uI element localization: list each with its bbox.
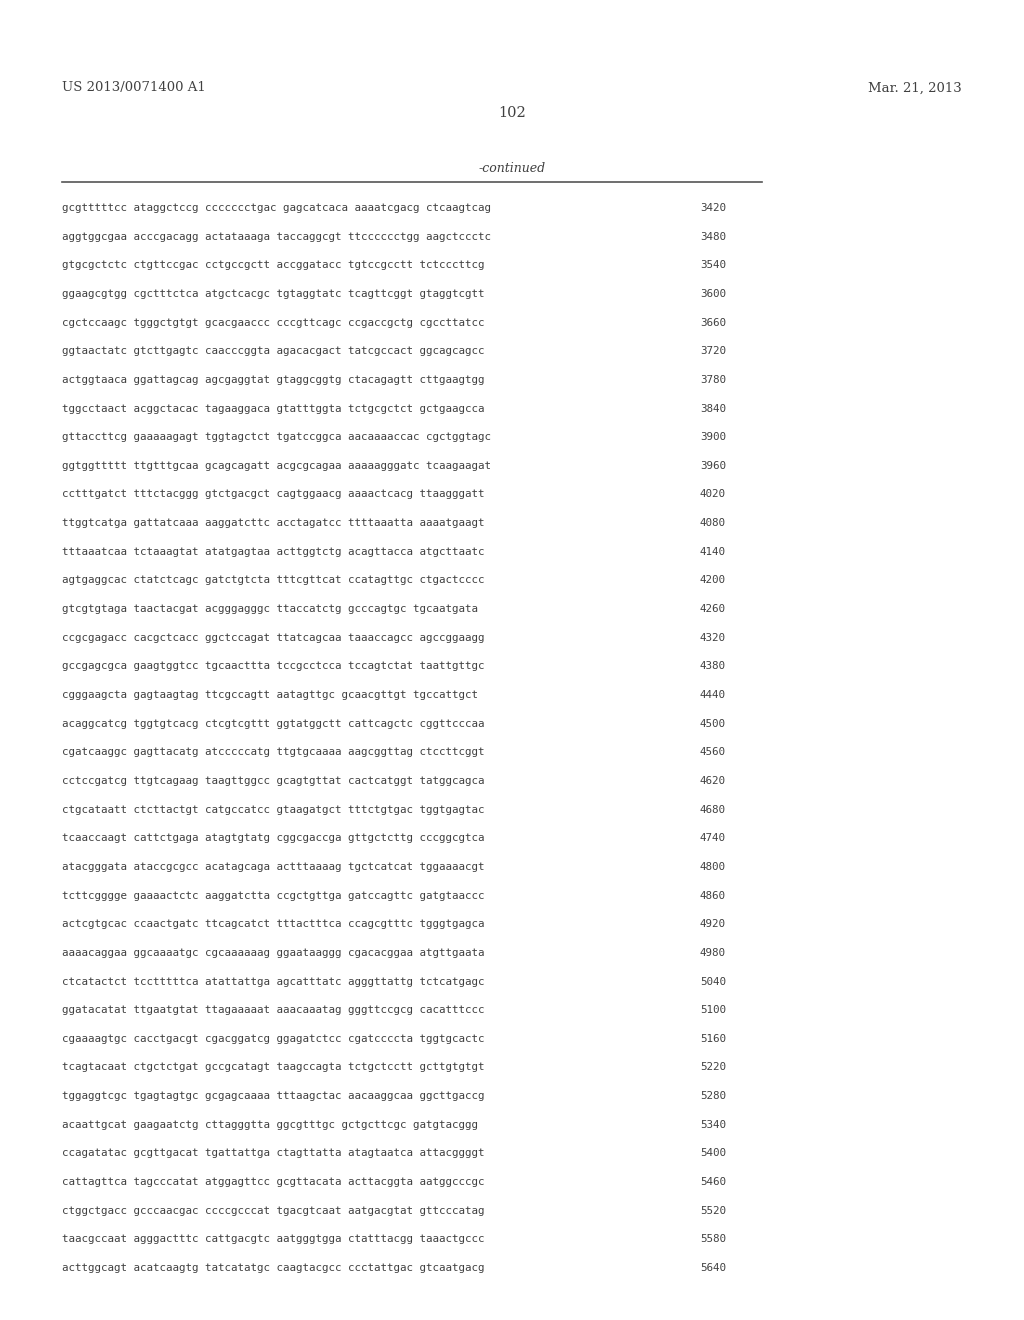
Text: ggtaactatc gtcttgagtc caacccggta agacacgact tatcgccact ggcagcagcc: ggtaactatc gtcttgagtc caacccggta agacacg…	[62, 346, 484, 356]
Text: gccgagcgca gaagtggtcc tgcaacttta tccgcctcca tccagtctat taattgttgc: gccgagcgca gaagtggtcc tgcaacttta tccgcct…	[62, 661, 484, 672]
Text: 3840: 3840	[700, 404, 726, 413]
Text: tggaggtcgc tgagtagtgc gcgagcaaaa tttaagctac aacaaggcaa ggcttgaccg: tggaggtcgc tgagtagtgc gcgagcaaaa tttaagc…	[62, 1092, 484, 1101]
Text: ggatacatat ttgaatgtat ttagaaaaat aaacaaatag gggttccgcg cacatttccc: ggatacatat ttgaatgtat ttagaaaaat aaacaaa…	[62, 1005, 484, 1015]
Text: agtgaggcac ctatctcagc gatctgtcta tttcgttcat ccatagttgc ctgactcccc: agtgaggcac ctatctcagc gatctgtcta tttcgtt…	[62, 576, 484, 586]
Text: 4020: 4020	[700, 490, 726, 499]
Text: 4860: 4860	[700, 891, 726, 900]
Text: actcgtgcac ccaactgatc ttcagcatct tttactttca ccagcgtttc tgggtgagca: actcgtgcac ccaactgatc ttcagcatct tttactt…	[62, 919, 484, 929]
Text: acaattgcat gaagaatctg cttagggtta ggcgtttgc gctgcttcgc gatgtacggg: acaattgcat gaagaatctg cttagggtta ggcgttt…	[62, 1119, 478, 1130]
Text: 4560: 4560	[700, 747, 726, 758]
Text: 3960: 3960	[700, 461, 726, 471]
Text: 5280: 5280	[700, 1092, 726, 1101]
Text: ccagatatac gcgttgacat tgattattga ctagttatta atagtaatca attacggggt: ccagatatac gcgttgacat tgattattga ctagtta…	[62, 1148, 484, 1159]
Text: atacgggata ataccgcgcc acatagcaga actttaaaag tgctcatcat tggaaaacgt: atacgggata ataccgcgcc acatagcaga actttaa…	[62, 862, 484, 873]
Text: 4920: 4920	[700, 919, 726, 929]
Text: 4080: 4080	[700, 519, 726, 528]
Text: ctggctgacc gcccaacgac ccccgcccat tgacgtcaat aatgacgtat gttcccatag: ctggctgacc gcccaacgac ccccgcccat tgacgtc…	[62, 1205, 484, 1216]
Text: tggcctaact acggctacac tagaaggaca gtatttggta tctgcgctct gctgaagcca: tggcctaact acggctacac tagaaggaca gtatttg…	[62, 404, 484, 413]
Text: tcaaccaagt cattctgaga atagtgtatg cggcgaccga gttgctcttg cccggcgtca: tcaaccaagt cattctgaga atagtgtatg cggcgac…	[62, 833, 484, 843]
Text: cgggaagcta gagtaagtag ttcgccagtt aatagttgc gcaacgttgt tgccattgct: cgggaagcta gagtaagtag ttcgccagtt aatagtt…	[62, 690, 478, 700]
Text: 4620: 4620	[700, 776, 726, 785]
Text: gtgcgctctc ctgttccgac cctgccgctt accggatacc tgtccgcctt tctcccttcg: gtgcgctctc ctgttccgac cctgccgctt accggat…	[62, 260, 484, 271]
Text: 3660: 3660	[700, 318, 726, 327]
Text: tttaaatcaa tctaaagtat atatgagtaa acttggtctg acagttacca atgcttaatc: tttaaatcaa tctaaagtat atatgagtaa acttggt…	[62, 546, 484, 557]
Text: 3720: 3720	[700, 346, 726, 356]
Text: 5160: 5160	[700, 1034, 726, 1044]
Text: 5580: 5580	[700, 1234, 726, 1245]
Text: 5100: 5100	[700, 1005, 726, 1015]
Text: gtcgtgtaga taactacgat acgggagggc ttaccatctg gcccagtgc tgcaatgata: gtcgtgtaga taactacgat acgggagggc ttaccat…	[62, 605, 478, 614]
Text: 5520: 5520	[700, 1205, 726, 1216]
Text: gttaccttcg gaaaaagagt tggtagctct tgatccggca aacaaaaccac cgctggtagc: gttaccttcg gaaaaagagt tggtagctct tgatccg…	[62, 432, 490, 442]
Text: ttggtcatga gattatcaaa aaggatcttc acctagatcc ttttaaatta aaaatgaagt: ttggtcatga gattatcaaa aaggatcttc acctaga…	[62, 519, 484, 528]
Text: tcagtacaat ctgctctgat gccgcatagt taagccagta tctgctcctt gcttgtgtgt: tcagtacaat ctgctctgat gccgcatagt taagcca…	[62, 1063, 484, 1072]
Text: Mar. 21, 2013: Mar. 21, 2013	[868, 82, 962, 95]
Text: ccgcgagacc cacgctcacc ggctccagat ttatcagcaa taaaccagcc agccggaagg: ccgcgagacc cacgctcacc ggctccagat ttatcag…	[62, 632, 484, 643]
Text: aaaacaggaa ggcaaaatgc cgcaaaaaag ggaataaggg cgacacggaa atgttgaata: aaaacaggaa ggcaaaatgc cgcaaaaaag ggaataa…	[62, 948, 484, 958]
Text: ctgcataatt ctcttactgt catgccatcc gtaagatgct tttctgtgac tggtgagtac: ctgcataatt ctcttactgt catgccatcc gtaagat…	[62, 805, 484, 814]
Text: 5400: 5400	[700, 1148, 726, 1159]
Text: 3780: 3780	[700, 375, 726, 385]
Text: cgatcaaggc gagttacatg atcccccatg ttgtgcaaaa aagcggttag ctccttcggt: cgatcaaggc gagttacatg atcccccatg ttgtgca…	[62, 747, 484, 758]
Text: aggtggcgaa acccgacagg actataaaga taccaggcgt ttcccccctgg aagctccctc: aggtggcgaa acccgacagg actataaaga taccagg…	[62, 231, 490, 242]
Text: cgaaaagtgc cacctgacgt cgacggatcg ggagatctcc cgatccccta tggtgcactc: cgaaaagtgc cacctgacgt cgacggatcg ggagatc…	[62, 1034, 484, 1044]
Text: 3480: 3480	[700, 231, 726, 242]
Text: acaggcatcg tggtgtcacg ctcgtcgttt ggtatggctt cattcagctc cggttcccaa: acaggcatcg tggtgtcacg ctcgtcgttt ggtatgg…	[62, 718, 484, 729]
Text: 102: 102	[498, 106, 526, 120]
Text: 5460: 5460	[700, 1177, 726, 1187]
Text: ggtggttttt ttgtttgcaa gcagcagatt acgcgcagaa aaaaagggatc tcaagaagat: ggtggttttt ttgtttgcaa gcagcagatt acgcgca…	[62, 461, 490, 471]
Text: 5220: 5220	[700, 1063, 726, 1072]
Text: 3540: 3540	[700, 260, 726, 271]
Text: taacgccaat agggactttc cattgacgtc aatgggtgga ctatttacgg taaactgccc: taacgccaat agggactttc cattgacgtc aatgggt…	[62, 1234, 484, 1245]
Text: cattagttca tagcccatat atggagttcc gcgttacata acttacggta aatggcccgc: cattagttca tagcccatat atggagttcc gcgttac…	[62, 1177, 484, 1187]
Text: US 2013/0071400 A1: US 2013/0071400 A1	[62, 82, 206, 95]
Text: ggaagcgtgg cgctttctca atgctcacgc tgtaggtatc tcagttcggt gtaggtcgtt: ggaagcgtgg cgctttctca atgctcacgc tgtaggt…	[62, 289, 484, 298]
Text: 4320: 4320	[700, 632, 726, 643]
Text: cctttgatct tttctacggg gtctgacgct cagtggaacg aaaactcacg ttaagggatt: cctttgatct tttctacggg gtctgacgct cagtgga…	[62, 490, 484, 499]
Text: 5340: 5340	[700, 1119, 726, 1130]
Text: 4440: 4440	[700, 690, 726, 700]
Text: tcttcgggge gaaaactctc aaggatctta ccgctgttga gatccagttc gatgtaaccc: tcttcgggge gaaaactctc aaggatctta ccgctgt…	[62, 891, 484, 900]
Text: 4260: 4260	[700, 605, 726, 614]
Text: 5040: 5040	[700, 977, 726, 986]
Text: 3900: 3900	[700, 432, 726, 442]
Text: 4200: 4200	[700, 576, 726, 586]
Text: 4740: 4740	[700, 833, 726, 843]
Text: 5640: 5640	[700, 1263, 726, 1272]
Text: 3420: 3420	[700, 203, 726, 213]
Text: 3600: 3600	[700, 289, 726, 298]
Text: actggtaaca ggattagcag agcgaggtat gtaggcggtg ctacagagtt cttgaagtgg: actggtaaca ggattagcag agcgaggtat gtaggcg…	[62, 375, 484, 385]
Text: gcgtttttcc ataggctccg ccccccctgac gagcatcaca aaaatcgacg ctcaagtcag: gcgtttttcc ataggctccg ccccccctgac gagcat…	[62, 203, 490, 213]
Text: 4380: 4380	[700, 661, 726, 672]
Text: cgctccaagc tgggctgtgt gcacgaaccc cccgttcagc ccgaccgctg cgccttatcc: cgctccaagc tgggctgtgt gcacgaaccc cccgttc…	[62, 318, 484, 327]
Text: 4800: 4800	[700, 862, 726, 873]
Text: cctccgatcg ttgtcagaag taagttggcc gcagtgttat cactcatggt tatggcagca: cctccgatcg ttgtcagaag taagttggcc gcagtgt…	[62, 776, 484, 785]
Text: 4140: 4140	[700, 546, 726, 557]
Text: ctcatactct tcctttttca atattattga agcatttatc agggttattg tctcatgagc: ctcatactct tcctttttca atattattga agcattt…	[62, 977, 484, 986]
Text: -continued: -continued	[478, 161, 546, 174]
Text: 4980: 4980	[700, 948, 726, 958]
Text: 4680: 4680	[700, 805, 726, 814]
Text: acttggcagt acatcaagtg tatcatatgc caagtacgcc ccctattgac gtcaatgacg: acttggcagt acatcaagtg tatcatatgc caagtac…	[62, 1263, 484, 1272]
Text: 4500: 4500	[700, 718, 726, 729]
